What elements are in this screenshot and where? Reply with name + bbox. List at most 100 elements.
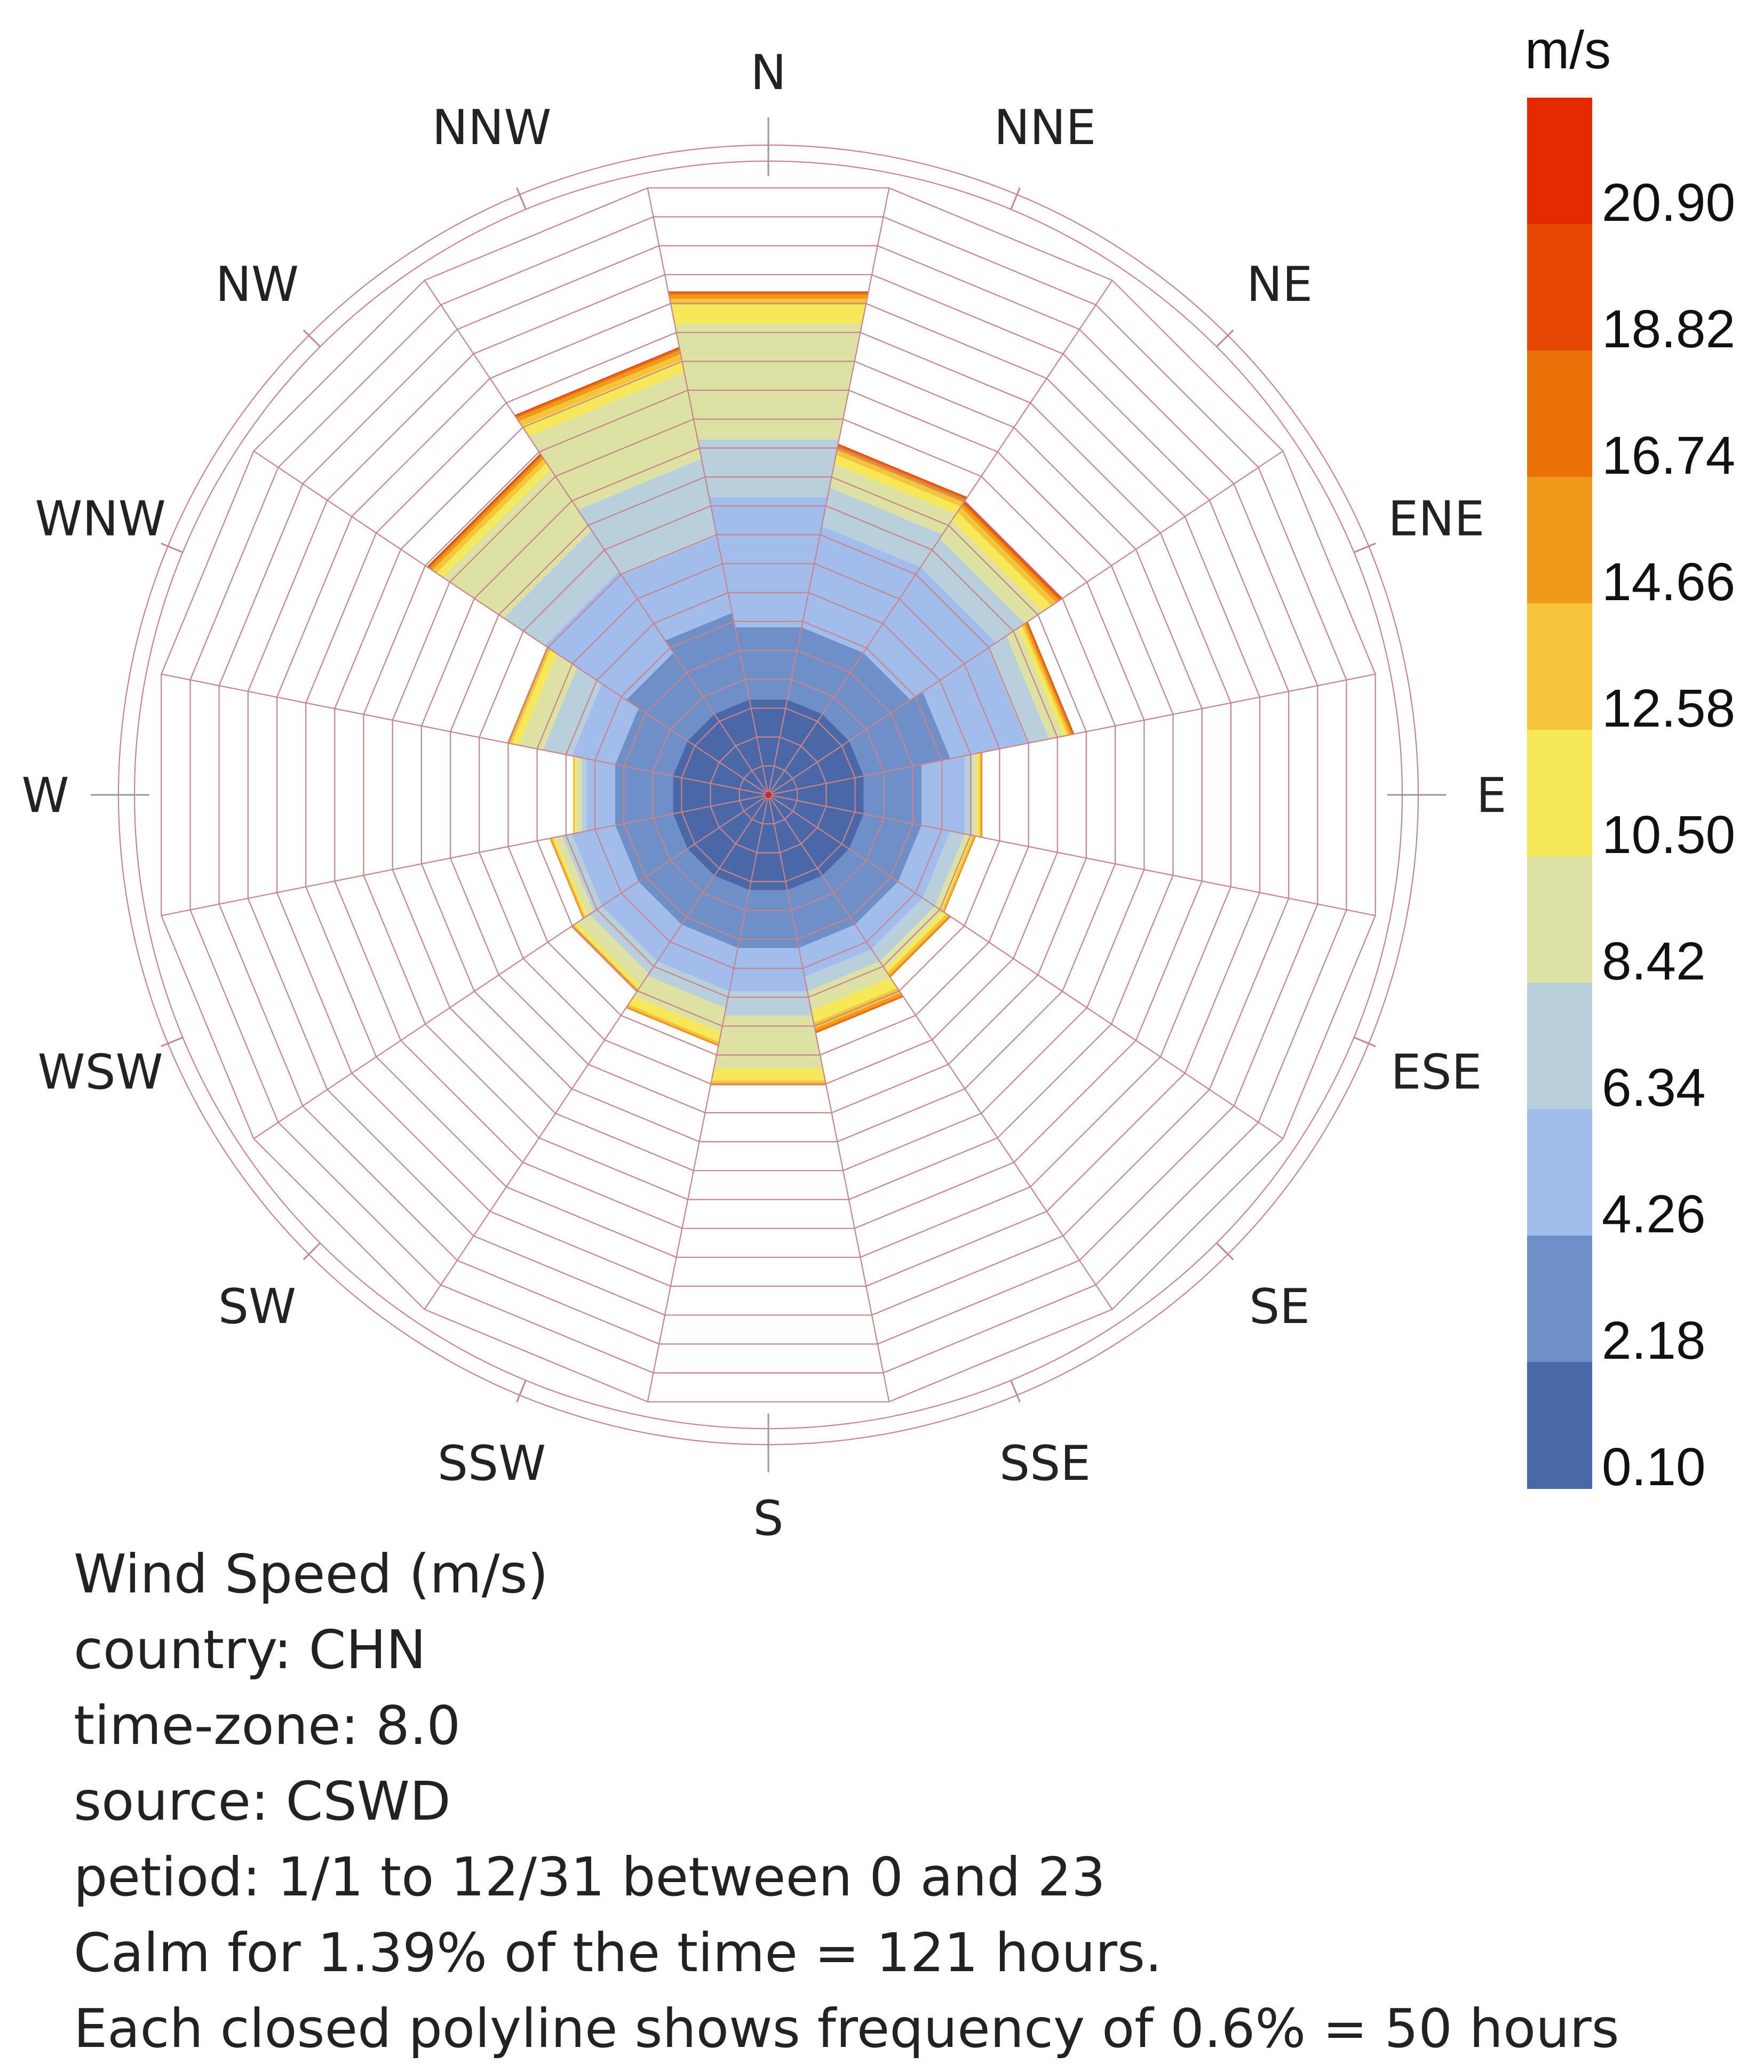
sector-ene-bin-8 [1026,622,1074,735]
sector-ese-bin-3 [923,831,965,906]
sector-n-bin-7 [669,294,868,299]
note-calm: Calm for 1.39% of the time = 121 hours. [74,1922,1162,1984]
note-source: source: CSWD [74,1770,451,1832]
legend-bin-5 [1527,730,1592,857]
sector-ne-bin-10 [964,501,1062,599]
sector-nw-bin-3 [504,530,619,645]
sector-ssw [626,795,768,1047]
sector-wsw [550,795,768,919]
sector-wnw [507,647,768,795]
sector-nne-bin-6 [836,450,964,507]
note-period: petiod: 1/1 to 12/31 between 0 and 23 [74,1846,1106,1908]
sector-ssw-bin-0 [714,795,768,890]
sector-nw-bin-8 [428,455,542,569]
sector-se-bin-1 [822,849,899,925]
sector-n-bin-2 [709,497,828,627]
sector-nnw-bin-9 [514,347,680,417]
sector-w-bin-2 [586,759,615,831]
sector-sse-bin-2 [799,925,872,977]
sector-w-bin-0 [673,776,768,814]
direction-label-w: W [22,768,69,824]
sector-ene-bin-10 [1027,621,1075,735]
rose-fills [427,291,1075,1086]
sector-e [768,752,982,838]
legend-tick-label: 8.42 [1602,931,1706,991]
sector-wsw-bin-2 [571,825,639,906]
sector-s-bin-2 [729,948,808,992]
sector-sw-bin-4 [577,914,649,986]
legend-tick-label: 12.58 [1602,679,1735,738]
legend-bin-10 [1527,98,1592,225]
radial-spoke [253,450,769,795]
sector-nw-bin-2 [544,571,673,700]
sector-se-bin-5 [885,911,947,973]
chart-notes: Wind Speed (m/s) country: CHN time-zone:… [74,1536,1619,2067]
sector-ne-bin-7 [960,504,1059,603]
direction-label-nnw: NNW [432,100,552,156]
direction-label-nw: NW [216,257,299,313]
direction-label-wsw: WSW [38,1045,163,1101]
sector-wnw-bin-4 [519,654,577,750]
direction-label-ene: ENE [1388,491,1484,547]
sector-e-bin-1 [863,764,922,826]
sector-wnw-bin-1 [615,708,688,776]
sector-se-bin-6 [887,914,949,976]
sector-s-bin-4 [714,1015,823,1069]
legend-tick-label: 10.50 [1602,805,1735,865]
note-polyline: Each closed polyline shows frequency of … [74,1997,1619,2060]
sector-ssw-bin-3 [647,961,729,1008]
radial-spoke [253,794,769,1139]
direction-tick [1010,1380,1021,1402]
sector-e-bin-6 [979,752,981,838]
sector-nnw-bin-5 [522,360,685,436]
sector-w-bin-7 [573,756,574,834]
sector-n-bin-5 [671,304,866,324]
sector-sw-bin-5 [574,922,641,990]
direction-tick [1010,187,1021,210]
legend-bin-4 [1527,856,1592,983]
sector-wnw-bin-5 [511,649,557,745]
sector-sw-bin-8 [571,926,637,992]
direction-label-wnw: WNW [35,491,165,547]
sector-sw-bin-2 [601,881,682,962]
sector-e-bin-0 [768,776,864,814]
sector-ssw-bin-2 [657,925,738,992]
direction-tick [1215,329,1234,348]
sector-se-bin-2 [855,881,923,950]
sector-ene-bin-9 [1027,621,1074,735]
sector-se-bin-8 [889,916,951,978]
sector-wnw-bin-2 [571,683,639,764]
radial-spoke [768,450,1284,795]
sector-n [668,291,869,795]
direction-labels: N NNE NE ENE E ESE SE SSE S SSW SW WSW W WNW NW NNW [22,45,1507,1547]
sector-nw-bin-4 [442,469,592,618]
sector-sse-bin-8 [815,995,903,1033]
sector-nne-bin-10 [838,443,967,498]
sector-ese-bin-4 [935,834,970,909]
sector-wsw-bin-0 [673,795,768,849]
sector-sse-bin-4 [807,961,891,1011]
sector-nne-bin-4 [829,463,956,535]
legend-tick-label: 20.90 [1602,173,1735,233]
sector-s-bin-6 [711,1080,826,1083]
sector-ene-bin-6 [1022,624,1070,736]
sector-nw-bin-9 [427,453,541,568]
rose-center [765,792,772,798]
legend-tick-label: 16.74 [1602,426,1735,485]
radial-spoke [768,794,1284,1139]
legend-tick-label: 2.18 [1602,1311,1706,1370]
direction-label-ese: ESE [1390,1045,1482,1101]
sector-n-bin-1 [735,627,802,700]
legend-tick-label: 4.26 [1602,1184,1706,1244]
sector-nnw [514,347,768,795]
direction-label-nne: NNE [994,100,1096,156]
sector-ese-bin-6 [941,835,975,912]
radial-spoke [767,188,890,795]
sector-s-bin-0 [749,795,788,890]
direction-label-se: SE [1249,1279,1310,1335]
sector-se-bin-7 [889,915,950,977]
sector-nne-bin-8 [837,445,967,500]
sector-e-bin-2 [921,755,965,834]
sector-nw-bin-5 [436,463,551,577]
direction-tick [161,543,183,553]
